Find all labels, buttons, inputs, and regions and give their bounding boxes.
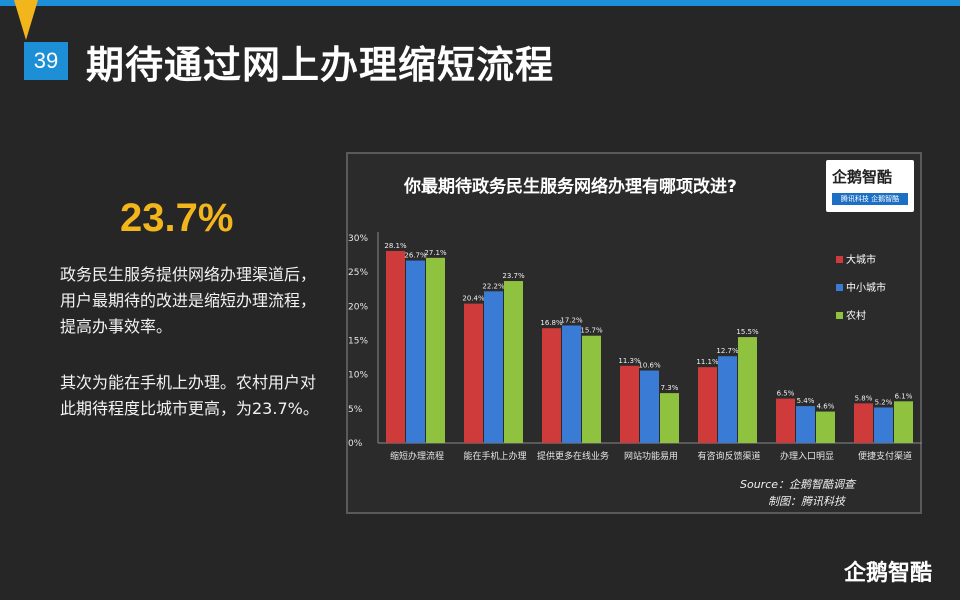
logo-badge: 企鹅智酷 腾讯科技 企鹅智酷: [826, 160, 914, 212]
chart-title: 你最期待政务民生服务网络办理有哪项改进?: [404, 177, 737, 197]
data-label: 27.1%: [424, 249, 447, 257]
bar: [738, 337, 757, 443]
bar-chart: 0% 5% 10% 15% 20% 25% 30% 28.1% 26.7%27.1% 缩短办理流程…: [348, 232, 922, 462]
y-tick-label: 15%: [348, 337, 368, 347]
page-number: 39: [24, 42, 68, 80]
data-label: 7.3%: [661, 384, 679, 392]
y-tick-label: 5%: [348, 405, 363, 415]
bar: [660, 393, 679, 443]
category-label: 办理入口明显: [780, 450, 834, 462]
legend-swatch: [836, 256, 843, 263]
brand-logo: 企鹅智酷: [844, 561, 933, 586]
legend-label: 农村: [846, 309, 866, 322]
data-label: 16.8%: [540, 319, 563, 327]
category-label: 能在手机上办理: [463, 450, 526, 462]
data-label: 15.7%: [580, 327, 603, 335]
bar: [816, 411, 835, 443]
bar: [504, 281, 523, 443]
category-label: 有咨询反馈渠道: [697, 450, 760, 462]
bar: [796, 406, 815, 443]
data-label: 4.6%: [817, 403, 835, 411]
yellow-ribbon-icon: [14, 0, 38, 40]
category-label: 提供更多在线业务: [537, 450, 609, 462]
data-label: 6.1%: [895, 392, 913, 400]
bar: [406, 260, 425, 443]
bar: [426, 257, 445, 443]
data-label: 11.1%: [696, 358, 719, 366]
bar: [542, 328, 561, 443]
bar: [582, 335, 601, 443]
source-note: Source：企鹅智酷调查: [740, 478, 856, 491]
data-label: 5.8%: [855, 394, 873, 402]
y-tick-label: 30%: [348, 234, 368, 244]
data-label: 10.6%: [638, 362, 661, 370]
category-label: 网站功能易用: [624, 450, 678, 462]
legend-label: 大城市: [846, 253, 876, 266]
bar: [484, 291, 503, 443]
summary-paragraph-1: 政务民生服务提供网络办理渠道后，用户最期待的改进是缩短办理流程，提高办事效率。: [60, 265, 317, 336]
bar: [874, 407, 893, 443]
category-label: 便捷支付渠道: [858, 450, 912, 462]
y-tick-label: 10%: [348, 371, 368, 381]
summary-paragraph-2: 其次为能在手机上办理。农村用户对此期待程度比城市更高，为23.7%。: [60, 373, 319, 418]
top-accent-bar: [0, 0, 960, 6]
data-label: 28.1%: [384, 242, 407, 250]
bar: [894, 401, 913, 443]
data-label: 6.5%: [777, 390, 795, 398]
bar: [464, 303, 483, 443]
data-label: 15.5%: [736, 328, 759, 336]
data-label: 11.3%: [618, 357, 641, 365]
legend-swatch: [836, 284, 843, 291]
data-label: 12.7%: [716, 347, 739, 355]
page-title: 期待通过网上办理缩短流程: [86, 43, 555, 87]
y-tick-label: 20%: [348, 302, 368, 312]
data-label: 5.2%: [875, 398, 893, 406]
legend-swatch: [836, 312, 843, 319]
bar: [718, 356, 737, 443]
data-label: 23.7%: [502, 272, 525, 280]
bar: [386, 250, 405, 443]
category-label: 缩短办理流程: [390, 450, 444, 462]
bar: [640, 370, 659, 443]
logo-name: 企鹅智酷: [832, 168, 893, 186]
bar: [620, 365, 639, 443]
legend-label: 中小城市: [846, 281, 886, 294]
data-label: 20.4%: [462, 295, 485, 303]
y-tick-label: 25%: [348, 268, 368, 278]
logo-tagline: 腾讯科技 企鹅智酷: [832, 193, 908, 205]
bar: [854, 403, 873, 443]
bar: [698, 367, 717, 443]
data-label: 26.7%: [404, 252, 427, 260]
credit-note: 制图：腾讯科技: [768, 495, 845, 508]
highlight-number: 23.7%: [120, 196, 234, 240]
data-label: 5.4%: [797, 397, 815, 405]
data-label: 17.2%: [560, 316, 583, 324]
bar: [562, 325, 581, 443]
bar: [776, 398, 795, 443]
data-label: 22.2%: [482, 282, 505, 290]
y-tick-label: 0%: [348, 439, 363, 449]
